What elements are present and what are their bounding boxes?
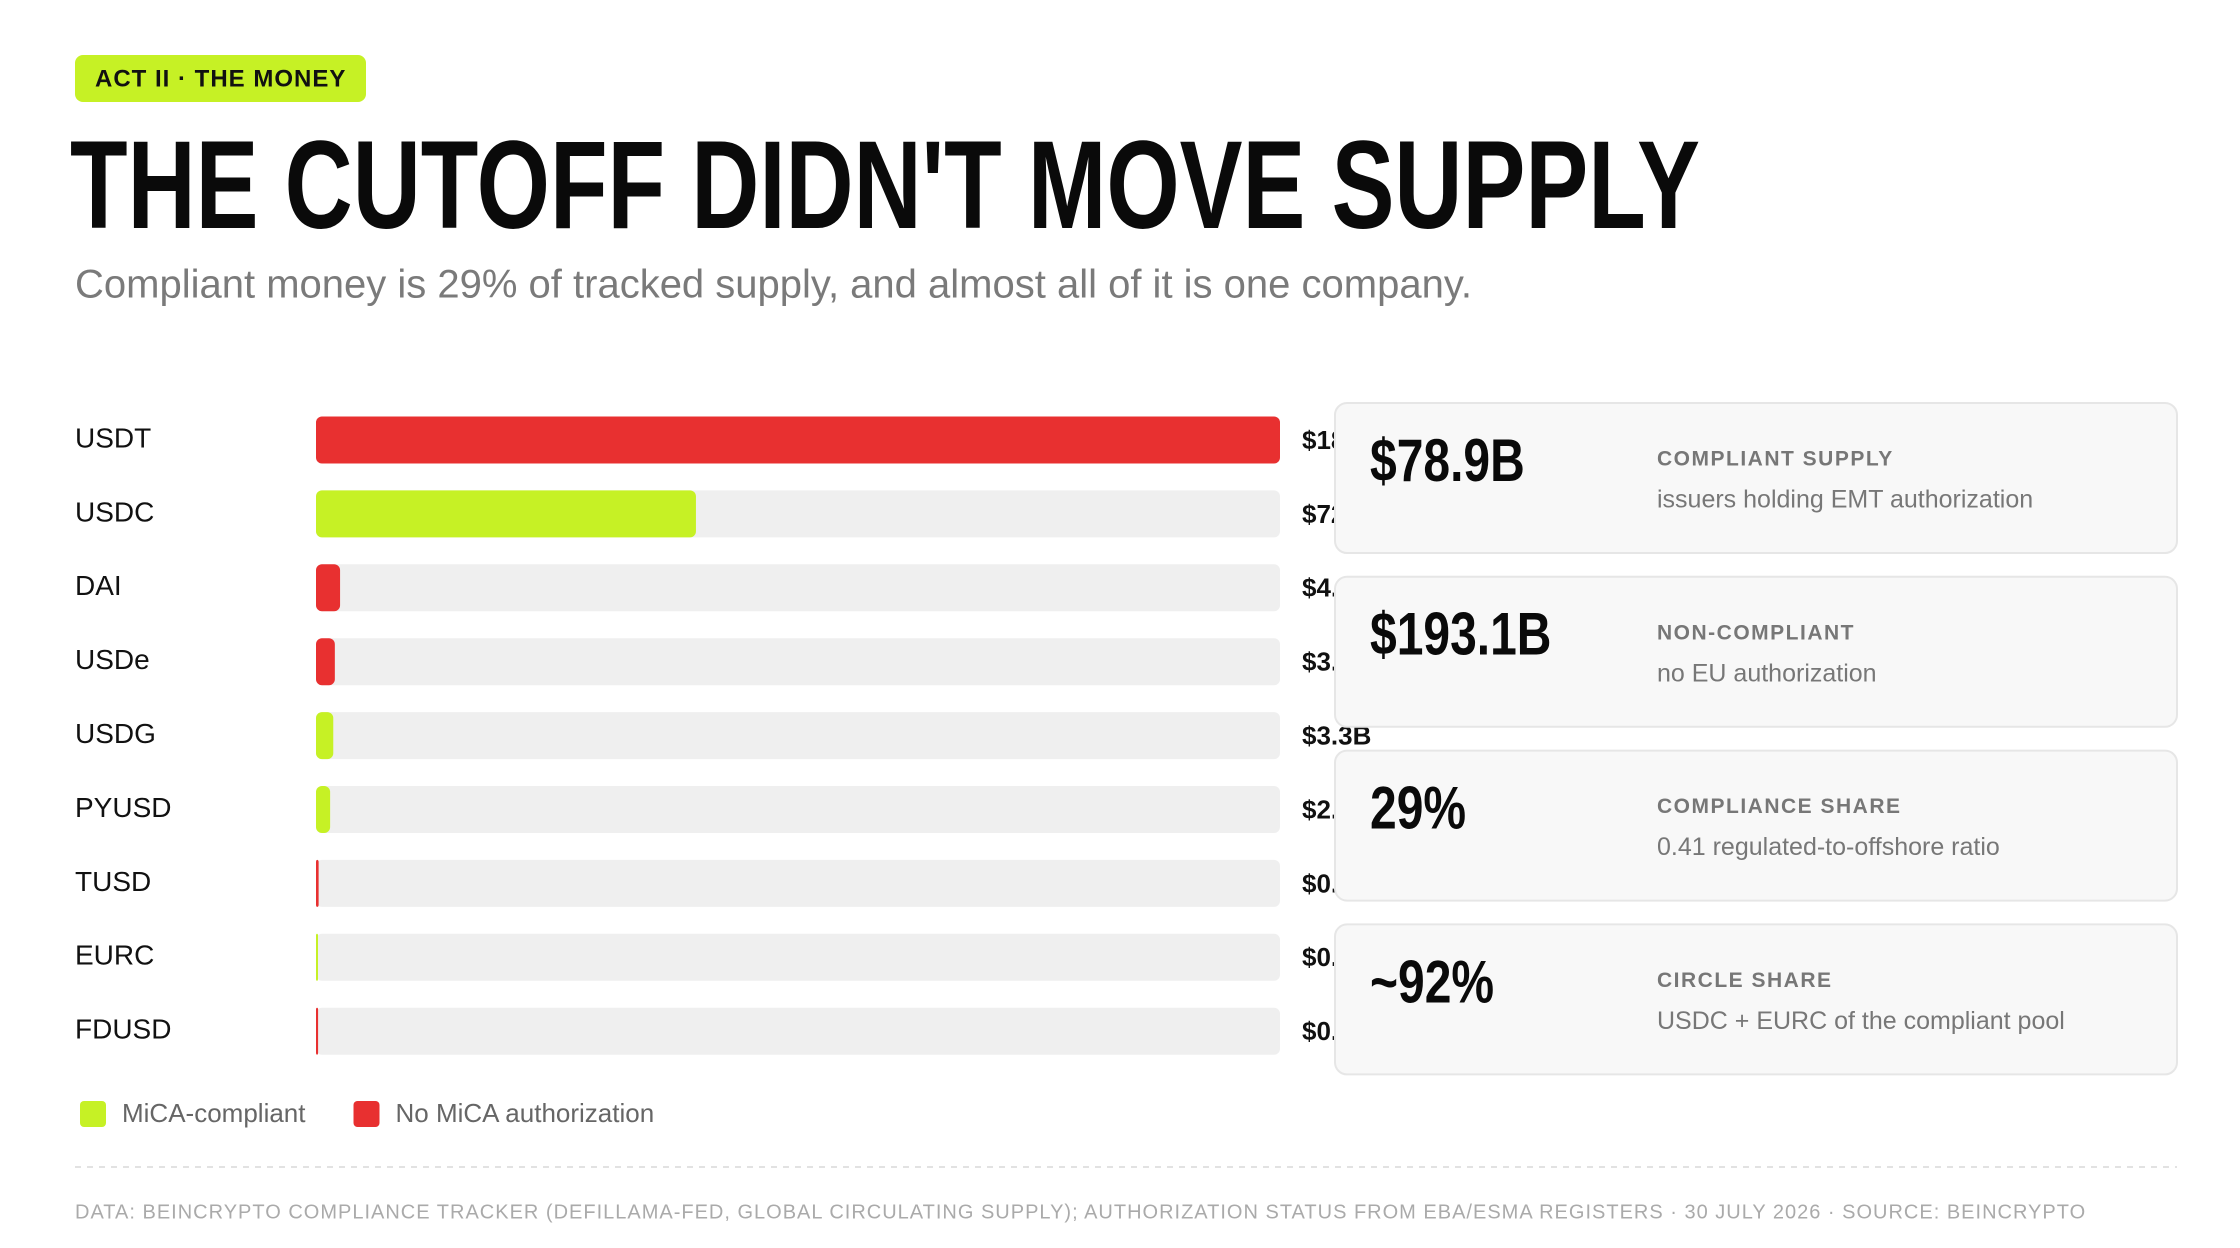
legend-swatch	[353, 1101, 380, 1127]
category-label: USDC	[75, 496, 154, 527]
card-value: $193.1B	[1370, 601, 1551, 668]
category-label: USDT	[75, 422, 151, 453]
footer: DATA: BEINCRYPTO COMPLIANCE TRACKER (DEF…	[75, 1201, 2086, 1223]
card-value: 29%	[1370, 774, 1466, 841]
tag-bg	[75, 55, 366, 102]
card-label: CIRCLE SHARE	[1657, 969, 1833, 992]
category-label: DAI	[75, 570, 122, 601]
category-label: USDG	[75, 718, 156, 749]
card	[1334, 402, 2178, 554]
card	[1334, 923, 2178, 1076]
card-value: $78.9B	[1370, 427, 1525, 494]
legend-label: No MiCA authorization	[396, 1098, 655, 1128]
card	[1334, 575, 2178, 728]
card-note: no EU authorization	[1657, 659, 1877, 687]
bar-track	[316, 638, 1280, 686]
card-note: issuers holding EMT authorization	[1657, 486, 2033, 514]
bar-track	[316, 859, 1280, 907]
subtitle: Compliant money is 29% of tracked supply…	[75, 263, 1472, 307]
bar-track	[316, 564, 1280, 612]
category-label: EURC	[75, 940, 154, 971]
card-label: COMPLIANT SUPPLY	[1657, 448, 1894, 471]
bar-track	[316, 786, 1280, 833]
card-note: USDC + EURC of the compliant pool	[1657, 1007, 2065, 1035]
tag: ACT II · THE MONEY	[95, 65, 346, 92]
bar	[316, 712, 334, 760]
card	[1334, 749, 2178, 902]
bar-track	[316, 933, 1280, 981]
card-note: 0.41 regulated-to-offshore ratio	[1657, 833, 2000, 861]
bar	[316, 786, 331, 833]
bar	[316, 564, 341, 612]
card-label: NON-COMPLIANT	[1657, 621, 1855, 644]
bar	[316, 933, 318, 981]
bar	[316, 416, 1280, 464]
category-label: USDe	[75, 644, 150, 675]
legend-label: MiCA-compliant	[122, 1098, 306, 1128]
bar	[316, 1007, 319, 1055]
bar-track	[316, 712, 1280, 760]
category-label: TUSD	[75, 866, 151, 897]
category-label: FDUSD	[75, 1014, 171, 1045]
card-value: ~92%	[1370, 948, 1494, 1015]
card-label: COMPLIANCE SHARE	[1657, 795, 1902, 818]
legend-swatch	[80, 1101, 106, 1127]
title: THE CUTOFF DIDN'T MOVE SUPPLY	[70, 116, 1700, 255]
bar	[316, 638, 335, 686]
category-label: PYUSD	[75, 792, 171, 823]
bar	[316, 859, 319, 907]
bar	[316, 490, 696, 538]
bar-track	[316, 1007, 1280, 1055]
